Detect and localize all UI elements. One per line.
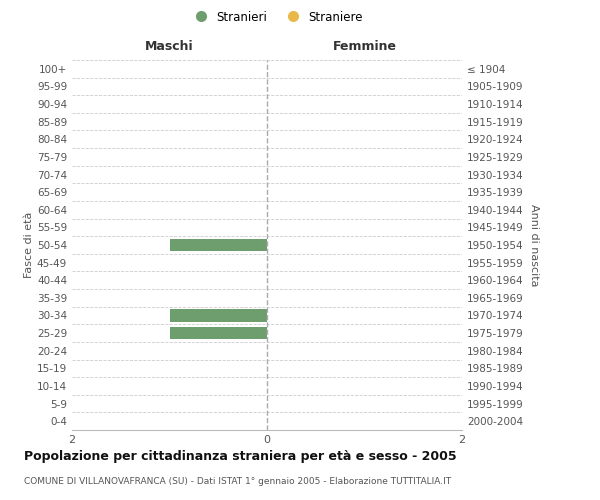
Text: Popolazione per cittadinanza straniera per età e sesso - 2005: Popolazione per cittadinanza straniera p…: [24, 450, 457, 463]
Y-axis label: Fasce di età: Fasce di età: [24, 212, 34, 278]
Text: Femmine: Femmine: [332, 40, 397, 52]
Bar: [170, 310, 267, 322]
Y-axis label: Anni di nascita: Anni di nascita: [529, 204, 539, 286]
Bar: [170, 239, 267, 251]
Text: Maschi: Maschi: [145, 40, 194, 52]
Bar: [170, 327, 267, 340]
Text: COMUNE DI VILLANOVAFRANCA (SU) - Dati ISTAT 1° gennaio 2005 - Elaborazione TUTTI: COMUNE DI VILLANOVAFRANCA (SU) - Dati IS…: [24, 478, 451, 486]
Legend: Stranieri, Straniere: Stranieri, Straniere: [184, 6, 368, 28]
